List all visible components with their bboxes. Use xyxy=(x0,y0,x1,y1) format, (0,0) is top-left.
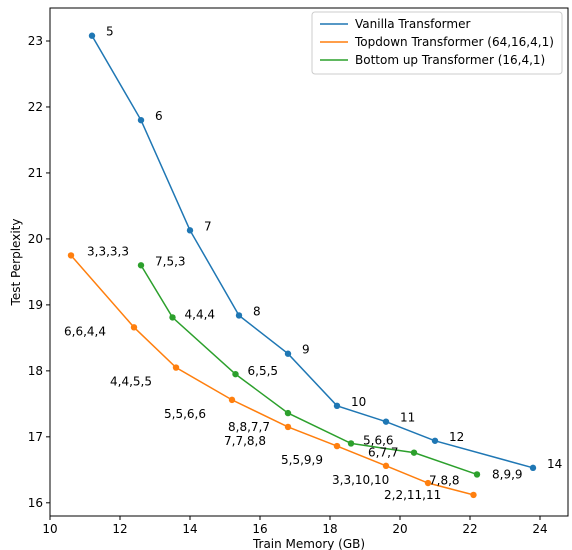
y-tick-label: 23 xyxy=(28,34,43,48)
data-point xyxy=(67,252,75,259)
point-label: 3,3,10,10 xyxy=(332,473,389,487)
axes-layer: 10 12 14 16 18 20 22 24 16 17 18 19 20 21 22 23 xyxy=(28,7,569,536)
point-label: 9 xyxy=(302,343,310,357)
point-label: 7,8,8 xyxy=(429,473,460,487)
x-tick-label: 18 xyxy=(322,522,337,536)
y-tick-label: 17 xyxy=(28,430,43,444)
data-point xyxy=(186,227,194,234)
data-point xyxy=(347,440,355,447)
series-line-3 xyxy=(140,264,478,476)
data-point xyxy=(473,471,481,478)
data-point xyxy=(284,409,292,417)
data-point xyxy=(137,262,145,269)
legend: Vanilla Transformer Topdown Transformer (… xyxy=(311,11,563,75)
y-tick-label: 20 xyxy=(28,232,43,246)
plot-frame xyxy=(49,7,569,517)
x-tick-label: 20 xyxy=(392,522,407,536)
data-point xyxy=(410,449,418,456)
data-point xyxy=(333,442,341,450)
legend-entry: Bottom up Transformer (16,4,1) xyxy=(355,53,545,67)
data-point xyxy=(169,314,176,321)
y-axis-label: Test Perplexity xyxy=(9,219,23,307)
data-point xyxy=(137,116,145,124)
data-point xyxy=(88,32,96,39)
y-tick-label: 19 xyxy=(28,298,43,312)
data-point xyxy=(470,491,477,499)
data-point xyxy=(284,350,292,357)
point-label: 5,5,6,6 xyxy=(164,407,206,421)
plot-layer: 5 6 7 8 9 10 11 12 14 3,3,3,3 6,6,4,4 4,4,5,5 5,5,6,… xyxy=(64,25,562,502)
point-label: 4,4,5,5 xyxy=(110,375,152,389)
point-label: 5,5,9,9 xyxy=(281,453,323,467)
point-label: 3,3,3,3 xyxy=(87,244,129,258)
point-label: 8 xyxy=(253,304,261,318)
point-label: 8,8,7,7 xyxy=(228,420,270,434)
y-tick-label: 16 xyxy=(28,496,43,510)
legend-entry: Vanilla Transformer xyxy=(355,17,470,31)
point-label: 8,9,9 xyxy=(492,467,523,481)
point-label: 6,6,4,4 xyxy=(64,324,106,338)
y-tick-label: 21 xyxy=(28,166,43,180)
x-tick-label: 22 xyxy=(462,522,477,536)
data-point xyxy=(284,423,292,431)
y-tick-label: 18 xyxy=(28,364,43,378)
legend-frame xyxy=(311,11,563,75)
point-label: 5,6,6 xyxy=(363,433,394,447)
point-label: 11 xyxy=(400,411,415,425)
data-point xyxy=(382,418,390,425)
point-label: 4,4,4 xyxy=(185,307,216,321)
series-line-1 xyxy=(91,35,534,469)
x-axis-label: Train Memory (GB) xyxy=(252,537,365,550)
point-label: 6,5,5 xyxy=(248,364,279,378)
data-point xyxy=(431,437,439,444)
point-label: 5 xyxy=(106,25,114,39)
x-tick-label: 12 xyxy=(112,522,127,536)
data-point xyxy=(382,462,390,470)
data-point xyxy=(130,324,138,331)
data-point xyxy=(232,370,239,378)
point-label: 10 xyxy=(351,395,366,409)
x-tick-label: 16 xyxy=(252,522,267,536)
data-point xyxy=(172,364,180,371)
data-point xyxy=(235,312,243,319)
point-label: 6 xyxy=(155,109,163,123)
point-label: 7,7,8,8 xyxy=(224,434,266,448)
data-point xyxy=(228,396,236,404)
point-label: 7 xyxy=(204,219,212,233)
x-tick-label: 14 xyxy=(182,522,197,536)
data-point xyxy=(529,464,537,472)
y-tick-label: 22 xyxy=(28,100,43,114)
data-point xyxy=(333,402,341,410)
data-point xyxy=(424,479,432,487)
x-tick-label: 24 xyxy=(532,522,547,536)
point-label: 2,2,11,11 xyxy=(384,488,441,502)
point-label: 12 xyxy=(449,430,464,444)
point-label: 7,5,3 xyxy=(155,254,186,268)
legend-entry: Topdown Transformer (64,16,4,1) xyxy=(354,35,554,49)
x-tick-label: 10 xyxy=(42,522,57,536)
point-label: 6,7,7 xyxy=(368,446,399,460)
point-label: 14 xyxy=(547,457,562,471)
